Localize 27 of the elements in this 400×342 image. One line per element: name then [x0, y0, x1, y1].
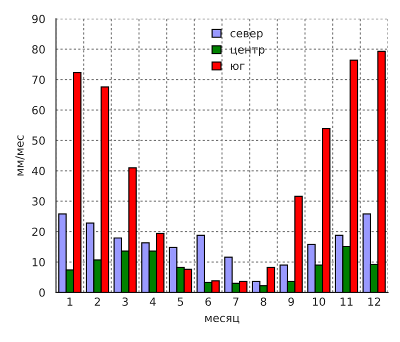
y-tick-label: 20	[32, 228, 45, 236]
x-tick-label: 9	[288, 297, 294, 306]
y-tick-label: 50	[32, 136, 45, 145]
x-tick-label: 12	[368, 297, 380, 306]
x-tick-label: 3	[122, 297, 128, 306]
x-tick-label: 7	[233, 298, 238, 306]
y-tick-label: 30	[32, 197, 45, 206]
y-axis-title: мм/мес	[15, 135, 25, 176]
x-tick-label: 6	[205, 297, 211, 306]
x-tick-label: 4	[150, 298, 156, 306]
y-tick-label: 10	[32, 258, 45, 266]
x-tick-label: 11	[340, 298, 353, 306]
legend-label: север	[230, 31, 263, 40]
y-tick-label: 40	[32, 166, 45, 176]
legend-label: юг	[230, 64, 245, 70]
y-tick-label: 60	[32, 106, 45, 114]
y-tick-label: 90	[32, 14, 45, 24]
x-tick-label: 1	[68, 298, 72, 306]
y-tick-label: 70	[32, 76, 45, 84]
y-tick-label: 80	[32, 45, 45, 54]
x-axis-title: месяц	[205, 316, 240, 324]
y-tick-label: 0	[39, 288, 45, 297]
x-tick-label: 8	[260, 297, 266, 306]
x-tick-label: 2	[94, 297, 100, 306]
x-tick-label: 5	[178, 298, 184, 306]
legend-label: центр	[230, 47, 264, 56]
x-tick-label: 10	[312, 297, 326, 306]
